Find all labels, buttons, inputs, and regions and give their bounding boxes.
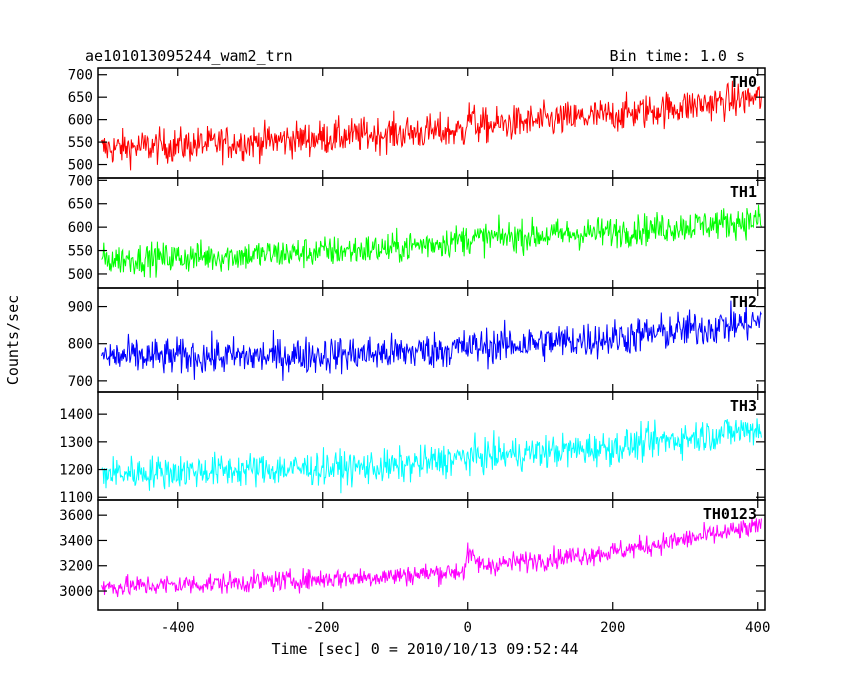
panel-label-th0: TH0 [730,73,757,91]
y-tick-label: 650 [68,197,93,213]
y-tick-label: 500 [68,158,93,174]
panel-label-th3: TH3 [730,397,757,415]
y-tick-label: 1400 [59,407,93,423]
series-line-th0 [101,80,762,171]
panel-label-th0123: TH0123 [703,505,757,523]
series-line-th3 [101,418,762,494]
series-line-th0123 [101,517,762,598]
y-tick-label: 1100 [59,490,93,506]
y-tick-label: 1200 [59,463,93,479]
panel-label-th1: TH1 [730,183,757,201]
x-tick-label: 0 [464,620,472,636]
panel-th0: 500 550 600 650 700 TH0 [68,67,766,179]
panel-label-th2: TH2 [730,293,757,311]
x-axis: -400 -200 0 200 400 [161,620,771,636]
y-tick-label: 600 [68,113,93,129]
panel-th3: 1100 1200 1300 1400 TH3 [59,391,766,506]
bin-time-label: Bin time: 1.0 s [610,47,745,65]
panels-group: 500 550 600 650 700 TH0 500 550 600 650 700 TH1 700 8… [59,67,766,611]
y-tick-label: 650 [68,90,93,106]
y-tick-label: 600 [68,220,93,236]
y-tick-label: 700 [68,374,93,390]
y-tick-label: 550 [68,244,93,260]
y-tick-label: 550 [68,135,93,151]
panel-frame [97,177,766,289]
y-tick-label: 3400 [59,533,93,549]
x-tick-label: 200 [600,620,625,636]
panel-th2: 700 800 900 TH2 [68,287,766,393]
y-tick-label: 1300 [59,435,93,451]
y-tick-label: 700 [68,68,93,84]
y-tick-label: 3000 [59,584,93,600]
series-line-th2 [101,300,762,381]
panel-th1: 500 550 600 650 700 TH1 [68,173,766,289]
chart-title: ae101013095244_wam2_trn [85,47,293,65]
y-tick-label: 900 [68,300,93,316]
panel-frame [97,499,766,611]
panel-th0123: 3000 3200 3400 3600 TH0123 [59,499,766,611]
y-axis-label: Counts/sec [4,295,22,385]
x-tick-label: -400 [161,620,195,636]
y-tick-label: 3200 [59,559,93,575]
x-tick-label: -200 [306,620,340,636]
y-tick-label: 700 [68,173,93,189]
x-axis-label: Time [sec] 0 = 2010/10/13 09:52:44 [271,640,578,658]
y-tick-label: 500 [68,267,93,283]
y-tick-label: 3600 [59,508,93,524]
y-tick-label: 800 [68,337,93,353]
series-line-th1 [101,204,762,278]
x-tick-label: 400 [745,620,770,636]
